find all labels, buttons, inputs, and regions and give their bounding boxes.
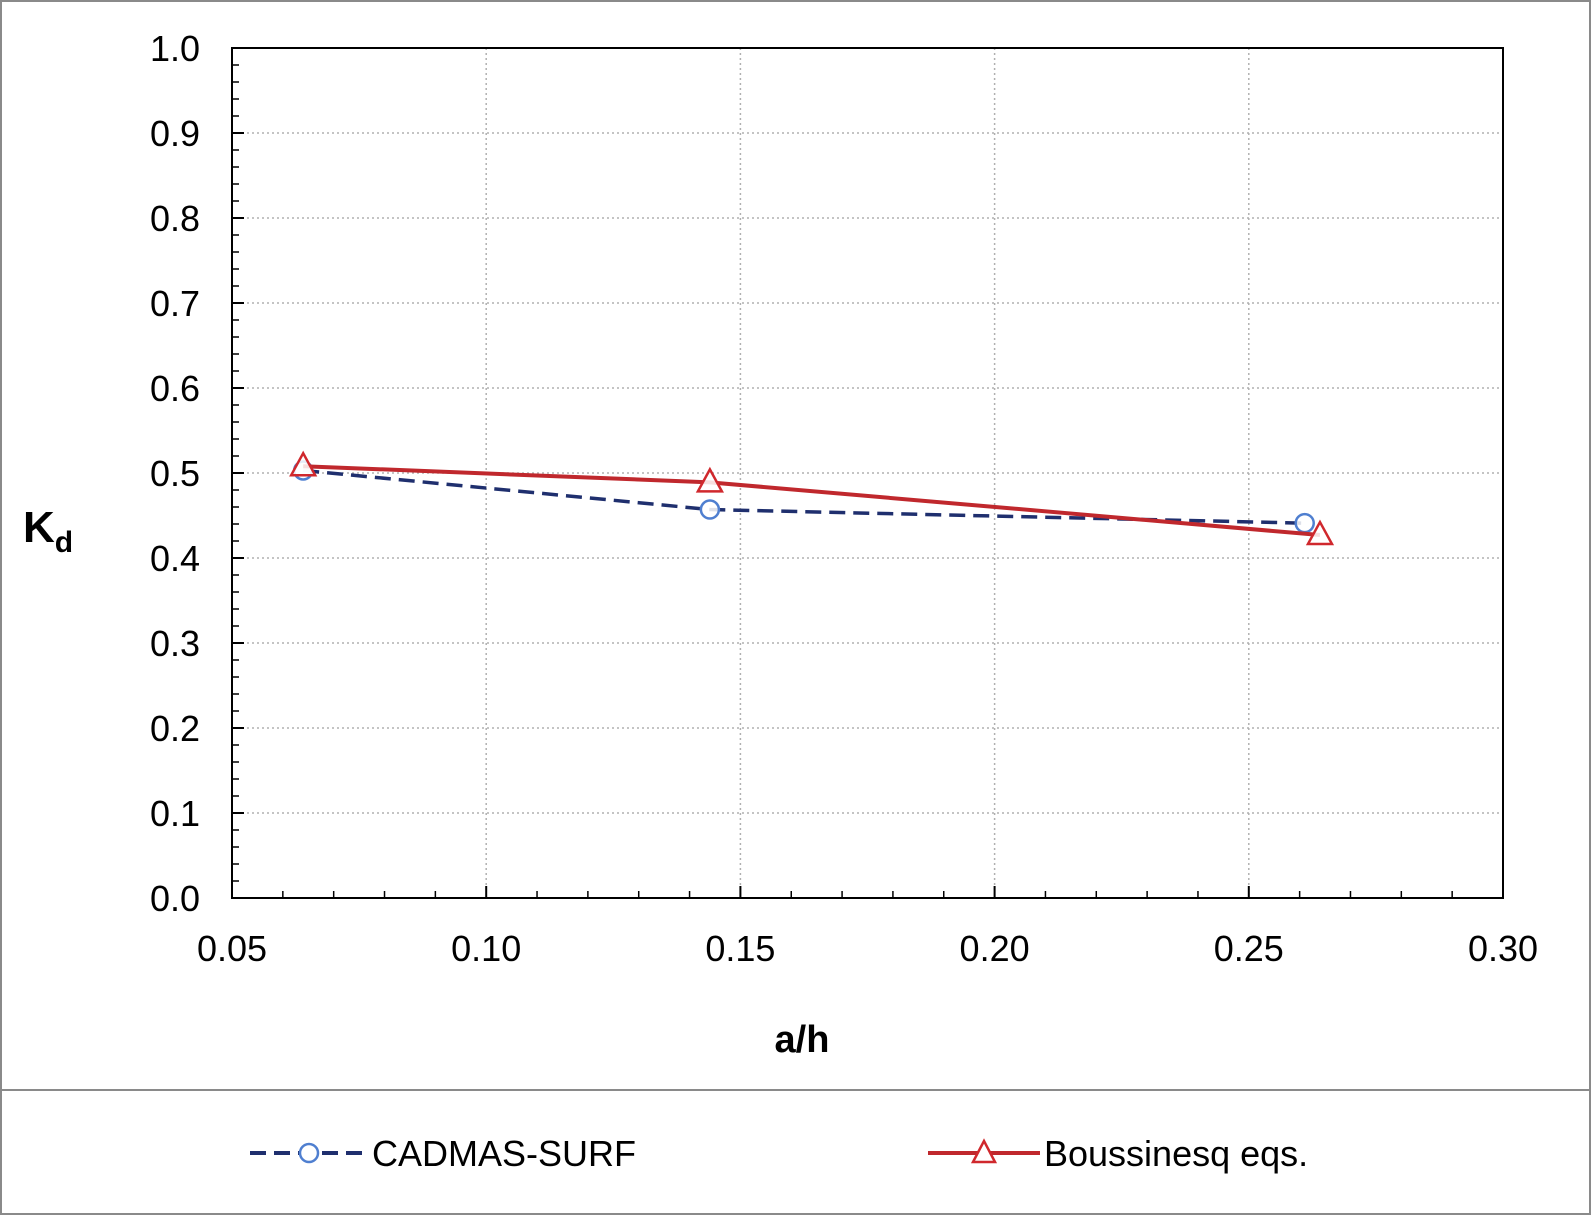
legend-marker-boussinesq <box>970 1138 998 1164</box>
y-tick-label: 0.2 <box>150 708 200 749</box>
x-tick-labels: 0.05 0.10 0.15 0.20 0.25 0.30 <box>197 928 1538 969</box>
y-tick-label: 0.8 <box>150 198 200 239</box>
y-tick-label: 0.7 <box>150 283 200 324</box>
y-tick-label: 0.3 <box>150 623 200 664</box>
data-point-boussinesq <box>289 450 318 477</box>
x-tick-label: 0.15 <box>705 928 775 969</box>
y-axis-label-subscript: d <box>55 526 73 559</box>
x-tick-label: 0.30 <box>1468 928 1538 969</box>
y-axis-label: Kd <box>23 503 73 559</box>
y-tick-label: 0.5 <box>150 453 200 494</box>
y-tick-label: 1.0 <box>150 28 200 69</box>
grid <box>232 48 1503 898</box>
x-tick-label: 0.20 <box>960 928 1030 969</box>
axis-ticks <box>231 47 1504 899</box>
x-tick-label: 0.05 <box>197 928 267 969</box>
y-axis-label-main: K <box>23 503 55 552</box>
data-point-cadmas-surf <box>699 499 721 520</box>
x-tick-label: 0.10 <box>451 928 521 969</box>
x-axis-label: a/h <box>775 1019 830 1061</box>
y-tick-label: 0.9 <box>150 113 200 154</box>
legend: CADMAS-SURF Boussinesq eqs. <box>250 1133 1308 1174</box>
y-tick-label: 0.0 <box>150 878 200 919</box>
series <box>289 450 1335 546</box>
data-point-boussinesq <box>695 466 725 493</box>
legend-label-cadmas: CADMAS-SURF <box>372 1133 636 1174</box>
y-tick-label: 0.4 <box>150 538 200 579</box>
legend-label-boussinesq: Boussinesq eqs. <box>1044 1133 1308 1174</box>
legend-marker-cadmas <box>298 1142 320 1164</box>
x-tick-label: 0.25 <box>1214 928 1284 969</box>
y-tick-label: 0.1 <box>150 793 200 834</box>
y-tick-labels: 0.0 0.1 0.2 0.3 0.4 0.5 0.6 0.7 0.8 0.9 1.0 <box>150 28 200 919</box>
y-tick-label: 0.6 <box>150 368 200 409</box>
data-point-cadmas-surf <box>1294 512 1315 534</box>
data-point-boussinesq <box>1305 519 1335 546</box>
